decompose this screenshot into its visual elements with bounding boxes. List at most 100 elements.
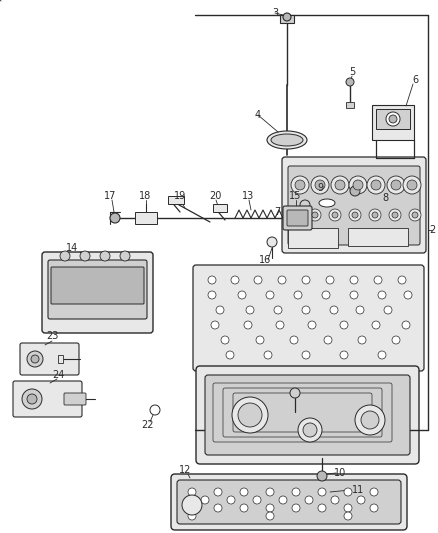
Circle shape — [237, 291, 245, 299]
Circle shape — [290, 388, 299, 398]
Circle shape — [301, 351, 309, 359]
Circle shape — [265, 291, 273, 299]
FancyBboxPatch shape — [287, 166, 419, 245]
Circle shape — [265, 512, 273, 520]
Bar — [135, 212, 157, 224]
Circle shape — [371, 212, 377, 218]
Circle shape — [252, 496, 261, 504]
Circle shape — [208, 276, 215, 284]
Circle shape — [226, 351, 233, 359]
Bar — [371, 105, 413, 140]
Circle shape — [27, 394, 37, 404]
Circle shape — [266, 237, 276, 247]
Text: 12: 12 — [178, 465, 191, 475]
Circle shape — [349, 186, 359, 196]
FancyBboxPatch shape — [48, 260, 147, 319]
Text: 6: 6 — [411, 75, 417, 85]
Circle shape — [343, 512, 351, 520]
Circle shape — [348, 176, 366, 194]
FancyBboxPatch shape — [51, 267, 144, 304]
Circle shape — [255, 336, 263, 344]
Circle shape — [22, 389, 42, 409]
Circle shape — [366, 176, 384, 194]
Ellipse shape — [270, 134, 302, 146]
Text: 13: 13 — [241, 191, 254, 201]
Circle shape — [388, 115, 396, 123]
FancyBboxPatch shape — [283, 206, 311, 230]
Circle shape — [323, 336, 331, 344]
Circle shape — [385, 112, 399, 126]
Circle shape — [411, 212, 417, 218]
Text: 17: 17 — [103, 191, 116, 201]
FancyBboxPatch shape — [171, 474, 406, 530]
Text: 5: 5 — [348, 67, 354, 77]
Text: 11: 11 — [351, 485, 363, 495]
Circle shape — [356, 496, 364, 504]
Circle shape — [265, 488, 273, 496]
Circle shape — [230, 276, 238, 284]
Circle shape — [371, 321, 379, 329]
Circle shape — [187, 504, 195, 512]
Circle shape — [316, 471, 326, 481]
Bar — [375, 109, 409, 129]
Circle shape — [276, 321, 283, 329]
Circle shape — [299, 200, 309, 210]
Circle shape — [302, 423, 316, 437]
Circle shape — [265, 504, 273, 512]
Circle shape — [317, 504, 325, 512]
Circle shape — [357, 336, 365, 344]
Circle shape — [377, 291, 385, 299]
Circle shape — [208, 291, 215, 299]
Text: 8: 8 — [381, 193, 387, 203]
Circle shape — [100, 251, 110, 261]
Circle shape — [348, 209, 360, 221]
FancyBboxPatch shape — [64, 393, 86, 405]
Text: 16: 16 — [258, 255, 271, 265]
Circle shape — [213, 504, 222, 512]
Circle shape — [403, 291, 411, 299]
Circle shape — [220, 336, 229, 344]
FancyBboxPatch shape — [193, 265, 423, 371]
Circle shape — [293, 291, 301, 299]
Circle shape — [360, 411, 378, 429]
Circle shape — [263, 351, 272, 359]
Circle shape — [31, 355, 39, 363]
Circle shape — [321, 291, 329, 299]
Circle shape — [27, 351, 43, 367]
Circle shape — [330, 176, 348, 194]
Circle shape — [297, 418, 321, 442]
Circle shape — [408, 209, 420, 221]
Circle shape — [345, 78, 353, 86]
Circle shape — [388, 209, 400, 221]
Circle shape — [397, 276, 405, 284]
Circle shape — [317, 488, 325, 496]
Circle shape — [279, 496, 286, 504]
Circle shape — [290, 336, 297, 344]
Circle shape — [301, 276, 309, 284]
Circle shape — [343, 504, 351, 512]
Circle shape — [390, 180, 400, 190]
Circle shape — [201, 496, 208, 504]
Circle shape — [290, 176, 308, 194]
Text: 24: 24 — [52, 370, 64, 380]
Bar — [58, 355, 63, 363]
Text: 2: 2 — [428, 225, 434, 235]
Circle shape — [254, 276, 261, 284]
Circle shape — [187, 512, 195, 520]
Circle shape — [291, 504, 299, 512]
Circle shape — [331, 212, 337, 218]
Circle shape — [349, 276, 357, 284]
Circle shape — [211, 321, 219, 329]
Circle shape — [349, 291, 357, 299]
Circle shape — [330, 496, 338, 504]
FancyBboxPatch shape — [13, 381, 82, 417]
FancyBboxPatch shape — [42, 252, 153, 333]
Text: 14: 14 — [66, 243, 78, 253]
Circle shape — [310, 176, 328, 194]
Circle shape — [150, 405, 159, 415]
Circle shape — [294, 180, 304, 190]
Circle shape — [187, 488, 195, 496]
Bar — [287, 228, 337, 248]
Text: 22: 22 — [141, 420, 154, 430]
Text: 3: 3 — [271, 8, 277, 18]
